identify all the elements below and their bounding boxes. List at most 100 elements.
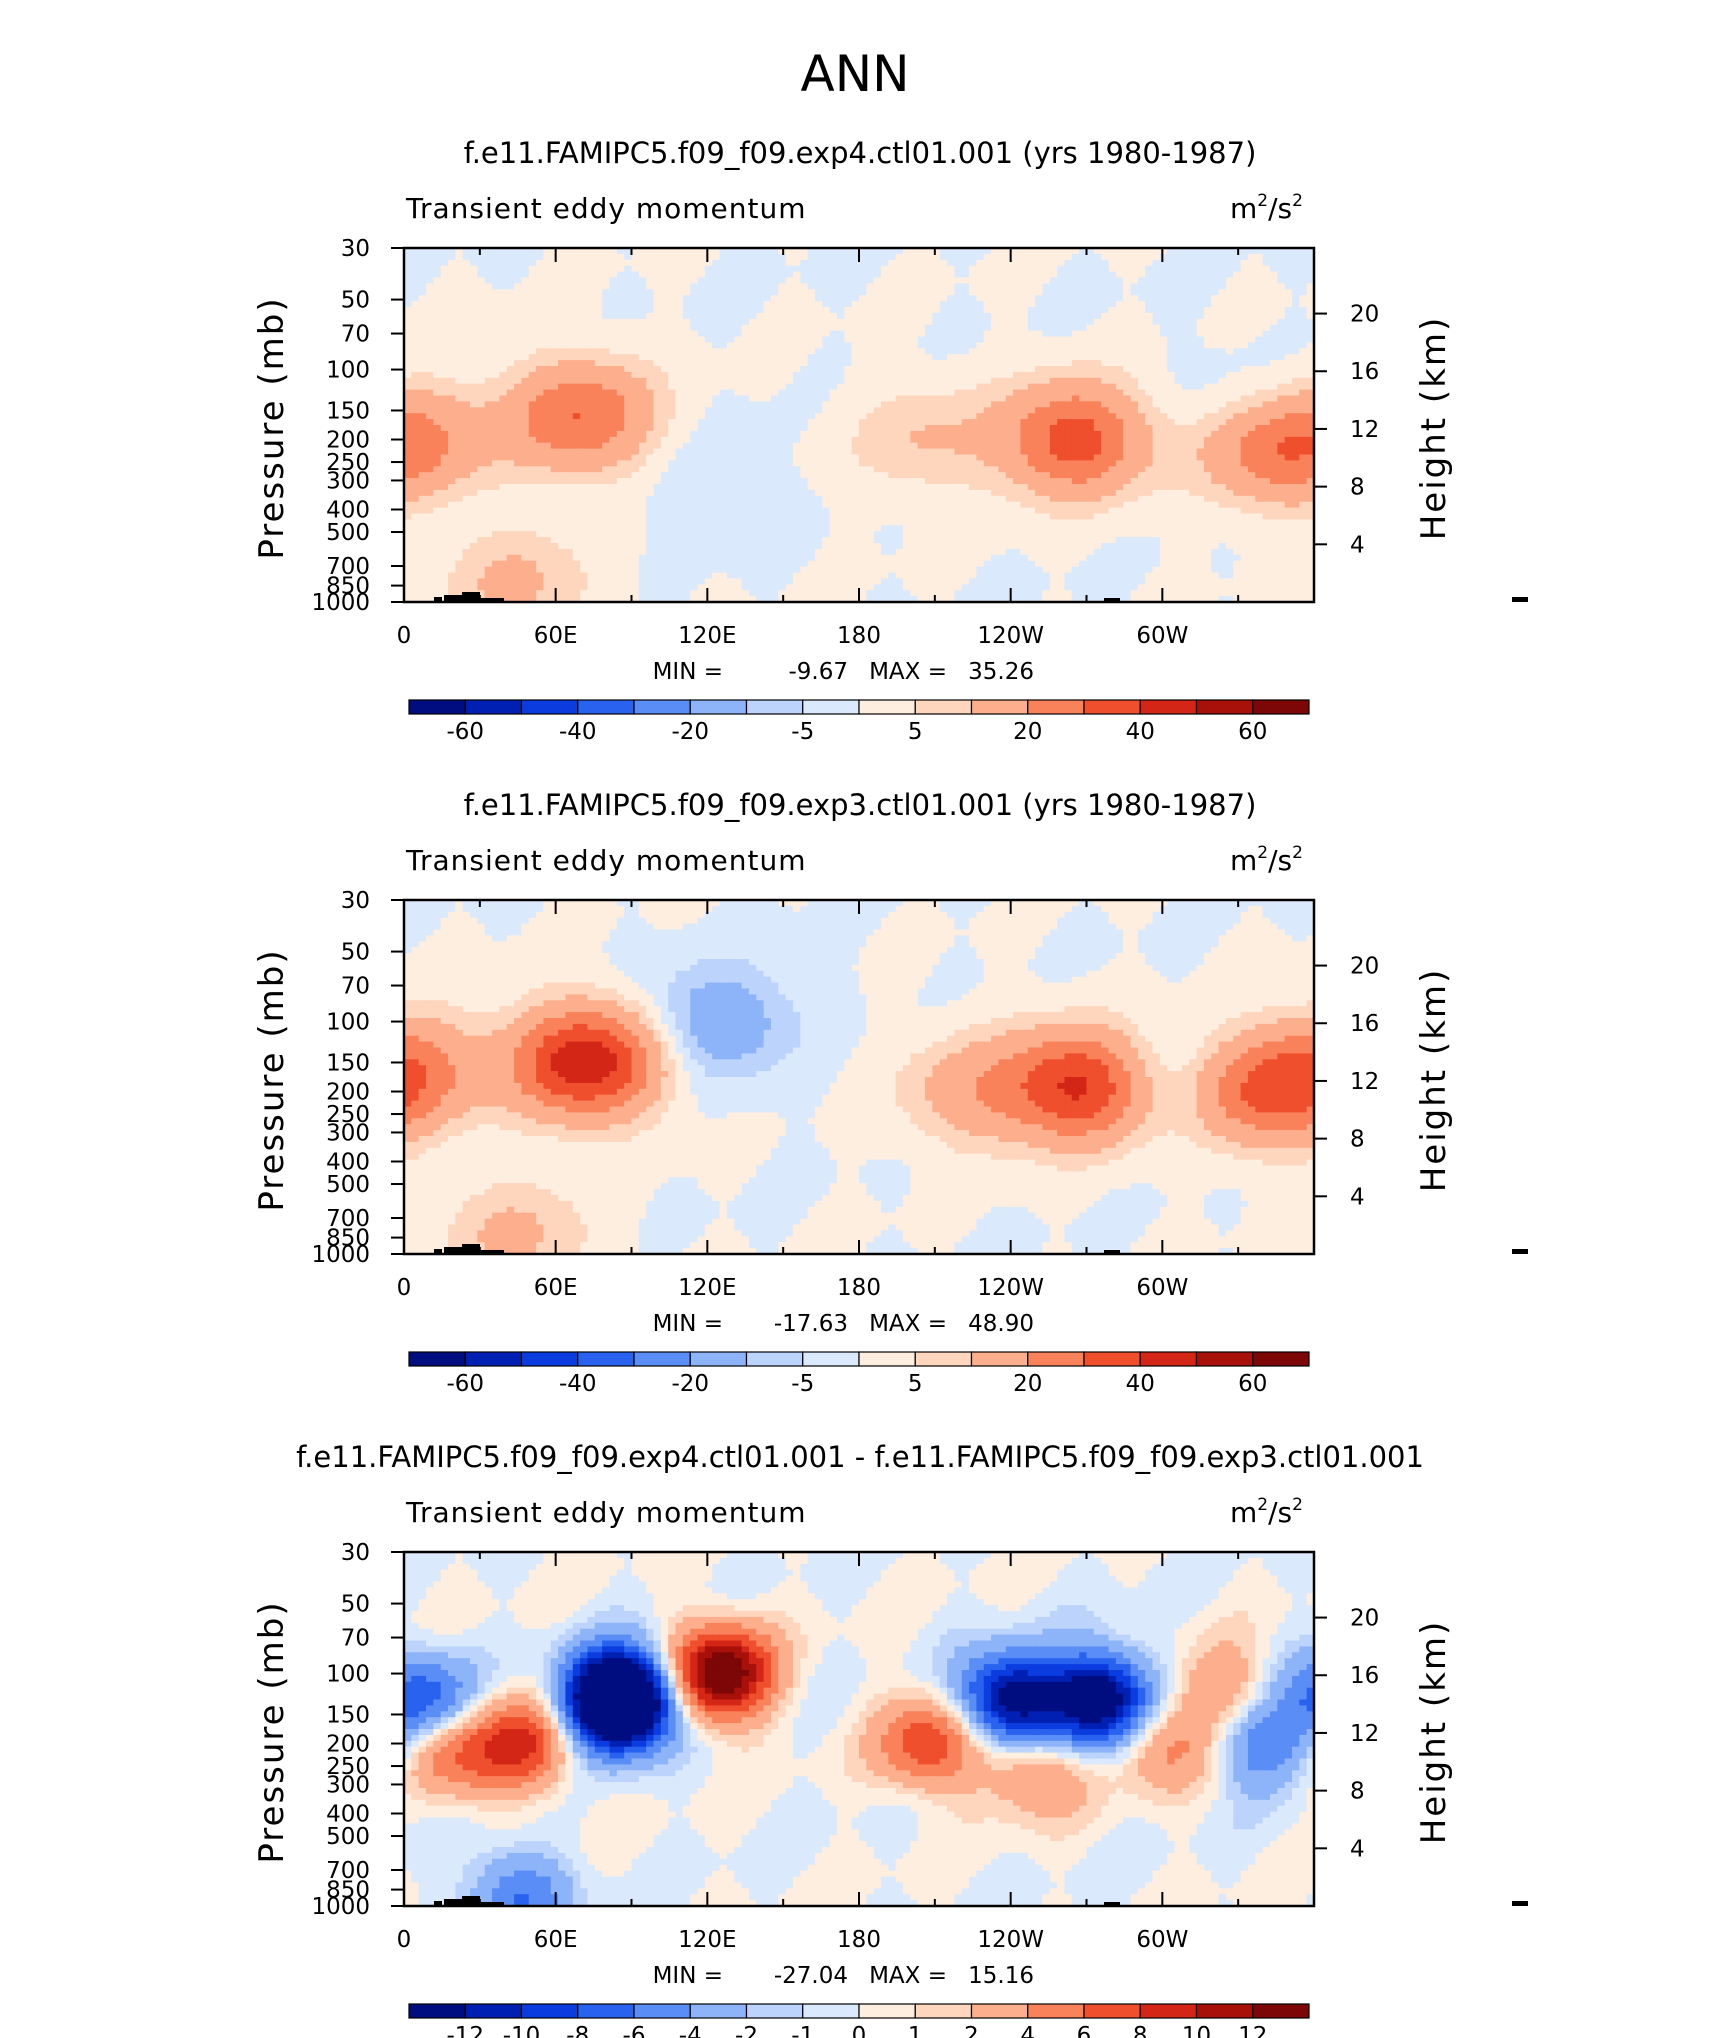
field-cell — [910, 342, 918, 349]
field-cell — [499, 283, 507, 290]
field-cell — [514, 384, 522, 391]
field-cell — [1057, 283, 1065, 290]
field-cell — [492, 313, 500, 320]
field-cell — [426, 348, 434, 355]
field-cell — [749, 378, 757, 385]
field-cell — [551, 390, 559, 397]
field-cell — [896, 295, 904, 302]
field-cell — [1233, 372, 1241, 379]
field-cell — [433, 307, 441, 314]
field-cell — [1248, 366, 1256, 373]
field-cell — [565, 295, 573, 302]
field-cell — [1145, 366, 1153, 373]
field-cell — [734, 289, 742, 296]
field-cell — [1123, 266, 1131, 273]
field-cell — [1167, 342, 1175, 349]
field-cell — [411, 295, 419, 302]
field-cell — [411, 307, 419, 314]
field-cell — [742, 295, 750, 302]
field-cell — [529, 384, 537, 391]
field-cell — [844, 301, 852, 308]
field-cell — [587, 337, 595, 344]
field-cell — [1160, 384, 1168, 391]
field-cell — [433, 331, 441, 338]
field-cell — [786, 283, 794, 290]
field-cell — [712, 278, 720, 285]
field-cell — [705, 260, 713, 267]
field-cell — [940, 390, 948, 397]
field-cell — [1013, 301, 1021, 308]
field-cell — [1138, 254, 1146, 261]
field-cell — [470, 342, 478, 349]
field-cell — [1270, 254, 1278, 261]
field-cell — [514, 254, 522, 261]
field-cell — [1182, 295, 1190, 302]
field-cell — [683, 354, 691, 361]
field-cell — [477, 354, 485, 361]
field-cell — [932, 325, 940, 332]
field-cell — [830, 390, 838, 397]
field-cell — [1160, 331, 1168, 338]
field-cell — [419, 254, 427, 261]
field-cell — [426, 331, 434, 338]
field-cell — [1116, 283, 1124, 290]
field-cell — [609, 266, 617, 273]
field-cell — [426, 278, 434, 285]
field-cell — [815, 313, 823, 320]
field-cell — [1167, 272, 1175, 279]
field-cell — [969, 307, 977, 314]
field-cell — [551, 283, 559, 290]
field-cell — [786, 313, 794, 320]
field-cell — [947, 366, 955, 373]
field-cell — [800, 307, 808, 314]
field-cell — [646, 325, 654, 332]
field-cell — [932, 301, 940, 308]
field-cell — [646, 319, 654, 326]
field-cell — [830, 254, 838, 261]
field-cell — [1197, 337, 1205, 344]
field-cell — [1277, 325, 1285, 332]
field-cell — [485, 348, 493, 355]
field-cell — [463, 272, 471, 279]
field-cell — [1233, 266, 1241, 273]
field-cell — [565, 331, 573, 338]
field-cell — [1013, 354, 1021, 361]
field-cell — [910, 337, 918, 344]
field-cell — [463, 366, 471, 373]
field-cell — [1072, 319, 1080, 326]
field-cell — [580, 313, 588, 320]
field-cell — [712, 372, 720, 379]
field-cell — [499, 295, 507, 302]
field-cell — [654, 348, 662, 355]
field-cell — [1145, 289, 1153, 296]
field-cell — [800, 289, 808, 296]
field-cell — [477, 331, 485, 338]
field-cell — [998, 283, 1006, 290]
field-cell — [683, 366, 691, 373]
field-cell — [1255, 384, 1263, 391]
field-cell — [1087, 366, 1095, 373]
field-cell — [455, 342, 463, 349]
field-cell — [529, 278, 537, 285]
field-cell — [1219, 384, 1227, 391]
field-cell — [822, 278, 830, 285]
field-cell — [1219, 325, 1227, 332]
field-cell — [1057, 372, 1065, 379]
field-cell — [932, 366, 940, 373]
field-cell — [1079, 360, 1087, 367]
field-cell — [764, 390, 772, 397]
field-cell — [874, 342, 882, 349]
field-cell — [661, 272, 669, 279]
field-cell — [1226, 384, 1234, 391]
field-cell — [1226, 366, 1234, 373]
field-cell — [565, 360, 573, 367]
field-cell — [1285, 354, 1293, 361]
field-cell — [1182, 301, 1190, 308]
field-cell — [477, 366, 485, 373]
field-cell — [962, 289, 970, 296]
field-cell — [896, 307, 904, 314]
field-cell — [705, 384, 713, 391]
field-cell — [1197, 319, 1205, 326]
field-cell — [1219, 354, 1227, 361]
field-cell — [888, 289, 896, 296]
